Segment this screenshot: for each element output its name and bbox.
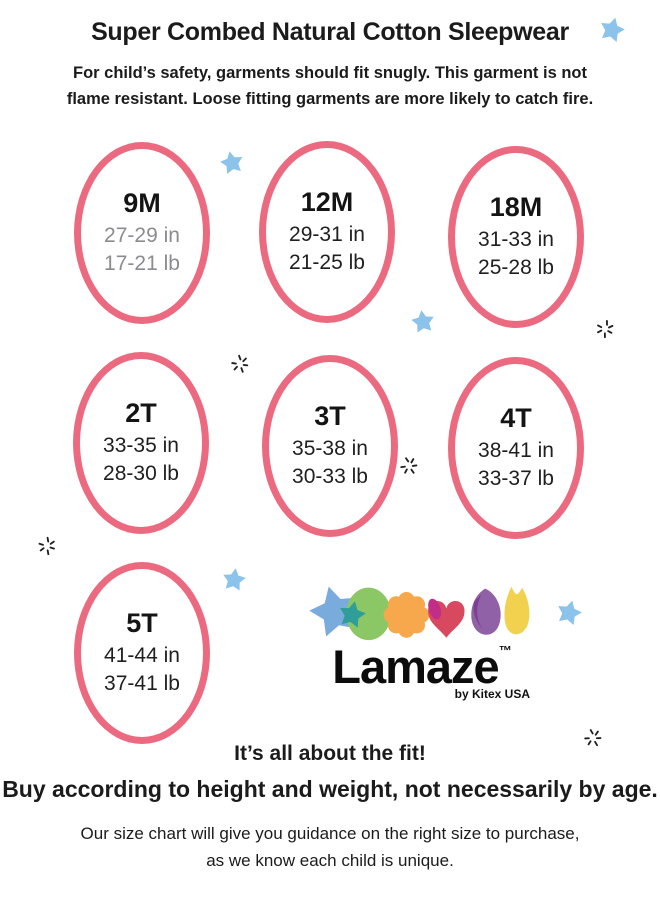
size-oval-9m: 9M 27-29 in 17-21 lb xyxy=(74,142,210,324)
page-title: Super Combed Natural Cotton Sleepwear xyxy=(91,18,569,46)
size-label: 9M xyxy=(123,187,161,218)
logo-star-shape xyxy=(309,586,358,637)
size-height-range: 27-29 in xyxy=(104,224,180,248)
blue-star-icon xyxy=(217,148,248,179)
size-oval-3t: 3T 35-38 in 30-33 lb xyxy=(262,355,398,537)
sparkle-icon xyxy=(396,453,423,480)
brand-logo: Lamaze™ by Kitex USA xyxy=(300,575,544,701)
size-height-range: 29-31 in xyxy=(289,223,365,247)
size-label: 2T xyxy=(125,397,157,428)
brand-wordmark: Lamaze™ xyxy=(300,641,544,693)
size-label: 3T xyxy=(314,400,346,431)
size-weight-range: 25-28 lb xyxy=(478,256,554,280)
size-oval-2t: 2T 33-35 in 28-30 lb xyxy=(73,352,209,534)
guidance-note-line1: Our size chart will give you guidance on… xyxy=(80,824,580,843)
size-label: 18M xyxy=(489,191,543,222)
logo-heart-overlap-shape xyxy=(428,598,442,620)
logo-leaf-accent-shape xyxy=(473,594,484,630)
sparkle-icon xyxy=(34,533,59,558)
size-weight-range: 17-21 lb xyxy=(104,252,180,276)
blue-star-icon xyxy=(408,307,437,336)
logo-shapes-icon xyxy=(309,586,530,641)
brand-name: Lamaze xyxy=(332,640,499,693)
size-weight-range: 21-25 lb xyxy=(289,251,365,275)
logo-flower-shape xyxy=(383,592,430,638)
buying-advice: Buy according to height and weight, not … xyxy=(2,776,658,802)
size-height-range: 35-38 in xyxy=(292,437,368,461)
size-height-range: 38-41 in xyxy=(478,439,554,463)
brand-byline: by Kitex USA xyxy=(454,686,530,701)
size-oval-5t: 5T 41-44 in 37-41 lb xyxy=(74,562,210,744)
size-height-range: 31-33 in xyxy=(478,228,554,252)
size-oval-12m: 12M 29-31 in 21-25 lb xyxy=(259,141,395,323)
size-weight-range: 33-37 lb xyxy=(478,467,554,491)
guidance-note-line2: as we know each child is unique. xyxy=(206,851,454,870)
size-height-range: 41-44 in xyxy=(104,644,180,668)
size-weight-range: 30-33 lb xyxy=(292,465,368,489)
trademark-symbol: ™ xyxy=(498,643,512,658)
sparkle-icon xyxy=(229,353,251,375)
safety-warning: For child’s safety, garments should fit … xyxy=(30,60,630,112)
logo-teal-star-shape xyxy=(339,601,366,628)
size-weight-range: 28-30 lb xyxy=(103,462,179,486)
sparkle-icon xyxy=(591,315,619,343)
size-height-range: 33-35 in xyxy=(103,434,179,458)
size-weight-range: 37-41 lb xyxy=(104,672,180,696)
logo-flame-shape xyxy=(504,586,530,635)
fit-tagline: It’s all about the fit! xyxy=(234,742,426,765)
blue-star-icon xyxy=(219,565,248,594)
size-oval-4t: 4T 38-41 in 33-37 lb xyxy=(448,357,584,539)
safety-warning-line1: For child’s safety, garments should fit … xyxy=(72,64,587,82)
size-label: 5T xyxy=(126,607,158,638)
size-label: 4T xyxy=(500,402,532,433)
blue-star-icon xyxy=(552,596,586,630)
size-label: 12M xyxy=(300,186,354,217)
safety-warning-line2: flame resistant. Loose fitting garments … xyxy=(66,90,594,108)
size-oval-18m: 18M 31-33 in 25-28 lb xyxy=(448,146,584,328)
guidance-note: Our size chart will give you guidance on… xyxy=(40,820,620,874)
